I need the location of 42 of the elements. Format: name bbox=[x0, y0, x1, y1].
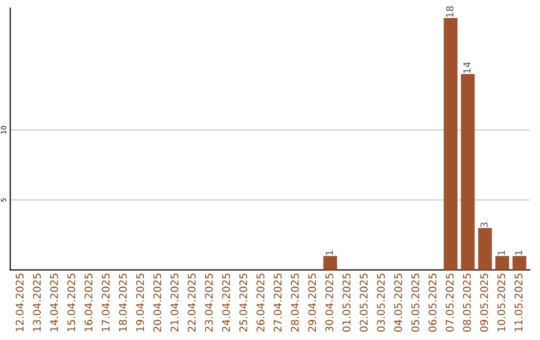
x-tick-label: 05.05.2025 bbox=[411, 274, 420, 332]
x-tick-label: 25.04.2025 bbox=[239, 274, 248, 332]
x-tick-label: 15.04.2025 bbox=[67, 274, 76, 332]
x-tick-label: 09.05.2025 bbox=[480, 274, 488, 332]
x-tick-label: 13.04.2025 bbox=[32, 274, 41, 332]
x-tick-label: 29.04.2025 bbox=[308, 274, 316, 332]
data-label: 1 bbox=[498, 250, 505, 255]
bar bbox=[460, 74, 475, 270]
x-tick-label: 11.05.2025 bbox=[514, 274, 522, 332]
x-tick-label: 03.05.2025 bbox=[376, 274, 385, 332]
x-tick-label: 14.04.2025 bbox=[50, 274, 58, 332]
x-tick-label: 06.05.2025 bbox=[428, 274, 436, 332]
x-tick-label: 26.04.2025 bbox=[256, 274, 264, 332]
x-tick-label: 18.04.2025 bbox=[118, 274, 127, 332]
x-tick-label: 19.04.2025 bbox=[136, 274, 144, 332]
x-tick-label: 27.04.2025 bbox=[274, 274, 282, 332]
x-tick-label: 10.05.2025 bbox=[497, 274, 506, 332]
x-tick-label: 12.04.2025 bbox=[16, 274, 24, 332]
x-tick-label: 17.04.2025 bbox=[102, 274, 110, 332]
data-label: 18 bbox=[446, 6, 454, 17]
x-tick-label: 30.04.2025 bbox=[325, 274, 334, 332]
data-label: 1 bbox=[515, 250, 522, 255]
x-tick-label: 02.05.2025 bbox=[360, 274, 368, 332]
bar bbox=[323, 256, 338, 270]
x-tick-label: 16.04.2025 bbox=[84, 274, 92, 332]
data-label: 1 bbox=[326, 250, 333, 255]
bar bbox=[444, 18, 458, 270]
x-tick-label: 07.05.2025 bbox=[446, 274, 454, 332]
bar bbox=[495, 256, 510, 270]
data-label: 3 bbox=[480, 222, 488, 228]
x-tick-label: 22.04.2025 bbox=[188, 274, 196, 332]
x-tick-label: 23.04.2025 bbox=[204, 274, 213, 332]
x-tick-label: 01.05.2025 bbox=[342, 274, 350, 332]
x-tick-label: 28.04.2025 bbox=[290, 274, 299, 332]
bar bbox=[478, 228, 492, 270]
x-tick-label: 04.05.2025 bbox=[394, 274, 402, 332]
x-tick-label: 21.04.2025 bbox=[170, 274, 178, 332]
x-tick-label: 24.04.2025 bbox=[222, 274, 230, 332]
bar bbox=[512, 256, 526, 270]
x-tick-label: 20.04.2025 bbox=[153, 274, 162, 332]
x-tick-label: 08.05.2025 bbox=[462, 274, 471, 332]
data-label: 14 bbox=[463, 62, 470, 73]
